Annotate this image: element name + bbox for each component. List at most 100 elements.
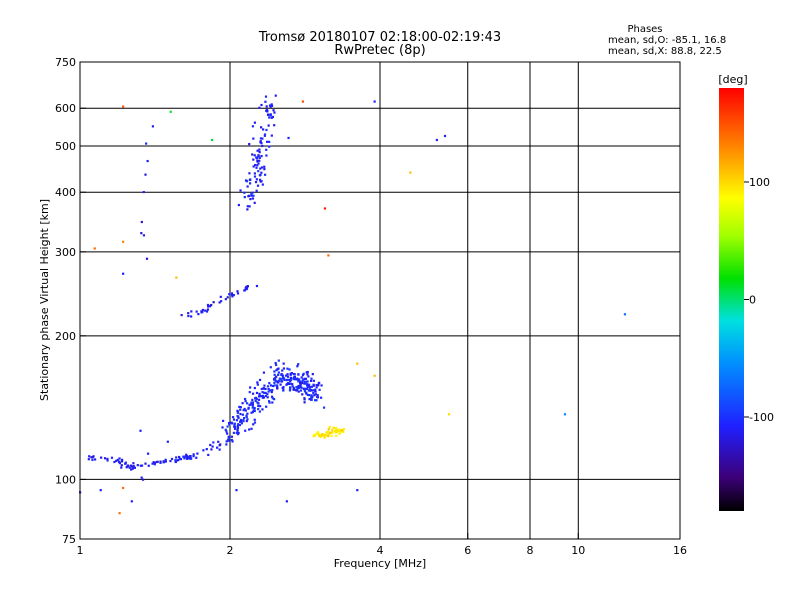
scatter-point: [122, 486, 125, 490]
scatter-point: [270, 134, 273, 137]
scatter-point: [322, 406, 326, 409]
scatter-point: [231, 416, 235, 419]
scatter-point: [277, 367, 280, 370]
scatter-point: [251, 410, 254, 414]
scatter-point: [299, 383, 302, 386]
scatter-point: [209, 443, 212, 447]
scatter-point: [254, 180, 258, 184]
scatter-point: [269, 384, 273, 387]
scatter-point: [291, 385, 294, 388]
scatter-point: [178, 457, 181, 460]
scatter-point: [235, 419, 239, 422]
scatter-point: [289, 387, 292, 390]
scatter-point: [245, 402, 249, 405]
scatter-point: [262, 371, 266, 374]
scatter-point: [272, 109, 275, 112]
scatter-point: [263, 391, 266, 394]
scatter-point: [225, 430, 228, 433]
scatter-point: [206, 308, 210, 311]
scatter-point: [230, 293, 233, 296]
scatter-point: [244, 409, 247, 412]
scatter-point: [306, 383, 309, 386]
scatter-point: [316, 396, 320, 399]
scatter-point: [219, 295, 222, 298]
y-tick-label: 100: [55, 473, 76, 486]
scatter-point: [129, 464, 133, 467]
scatter-point: [187, 314, 190, 318]
scatter-point: [271, 389, 274, 392]
scatter-point: [139, 464, 142, 467]
scatter-point: [327, 430, 330, 433]
scatter-point: [210, 448, 213, 451]
scatter-point: [307, 375, 310, 378]
scatter-point: [283, 378, 286, 381]
scatter-point: [236, 292, 240, 295]
scatter-point: [373, 374, 376, 377]
scatter-point: [236, 428, 239, 431]
scatter-point: [244, 287, 247, 290]
scatter-point: [187, 312, 190, 315]
scatter-point: [239, 189, 242, 192]
scatter-point: [301, 100, 305, 103]
scatter-point: [286, 367, 289, 370]
scatter-point: [435, 138, 438, 142]
scatter-point: [185, 455, 189, 458]
scatter-point: [303, 382, 306, 385]
scatter-point: [297, 390, 300, 393]
scatter-point: [118, 512, 121, 515]
scatter-point: [196, 452, 199, 455]
scatter-point: [298, 378, 301, 381]
x-tick-label: 8: [527, 544, 534, 557]
scatter-point: [120, 464, 123, 467]
scatter-point: [296, 377, 299, 380]
scatter-point: [227, 436, 230, 439]
scatter-point: [253, 172, 256, 175]
scatter-point: [248, 194, 251, 197]
y-tick-label: 300: [55, 246, 76, 259]
scatter-point: [232, 293, 235, 297]
scatter-point: [268, 389, 272, 392]
scatter-point: [288, 368, 291, 371]
scatter-point: [132, 464, 135, 468]
scatter-point: [321, 433, 324, 436]
scatter-point: [301, 393, 304, 396]
scatter-point: [289, 382, 292, 385]
scatter-point: [623, 313, 627, 316]
scatter-point: [245, 419, 248, 423]
scatter-point: [299, 389, 303, 392]
scatter-point: [318, 388, 321, 391]
scatter-point: [130, 468, 133, 471]
x-axis-ticks: 1 2 4 6 8 10 16: [77, 533, 687, 557]
scatter-point: [100, 456, 103, 459]
scatter-point: [261, 137, 264, 140]
scatter-point: [128, 466, 131, 469]
scatter-point: [255, 156, 258, 159]
scatter-point: [136, 464, 139, 467]
scatter-point: [307, 384, 310, 387]
scatter-point: [334, 426, 337, 430]
scatter-point: [286, 373, 289, 376]
scatter-point: [246, 418, 249, 421]
scatter-point: [260, 103, 263, 107]
scatter-point: [246, 208, 249, 211]
scatter-point: [331, 428, 334, 431]
scatter-point: [315, 384, 318, 387]
scatter-point: [292, 377, 295, 381]
scatter-point: [261, 394, 264, 398]
scatter-point: [303, 401, 306, 404]
scatter-point: [169, 459, 172, 463]
colorbar-label: [deg]: [718, 73, 747, 86]
scatter-point: [243, 191, 246, 194]
scatter-point: [289, 372, 292, 375]
scatter-point: [264, 394, 267, 398]
scatter-point: [281, 375, 284, 378]
scatter-point: [256, 381, 259, 384]
scatter-point: [264, 391, 267, 395]
scatter-point: [248, 391, 251, 394]
scatter-point: [253, 409, 256, 413]
scatter-point: [563, 413, 567, 416]
scatter-point: [305, 391, 308, 394]
scatter-point: [266, 110, 269, 113]
scatter-point: [267, 390, 270, 393]
